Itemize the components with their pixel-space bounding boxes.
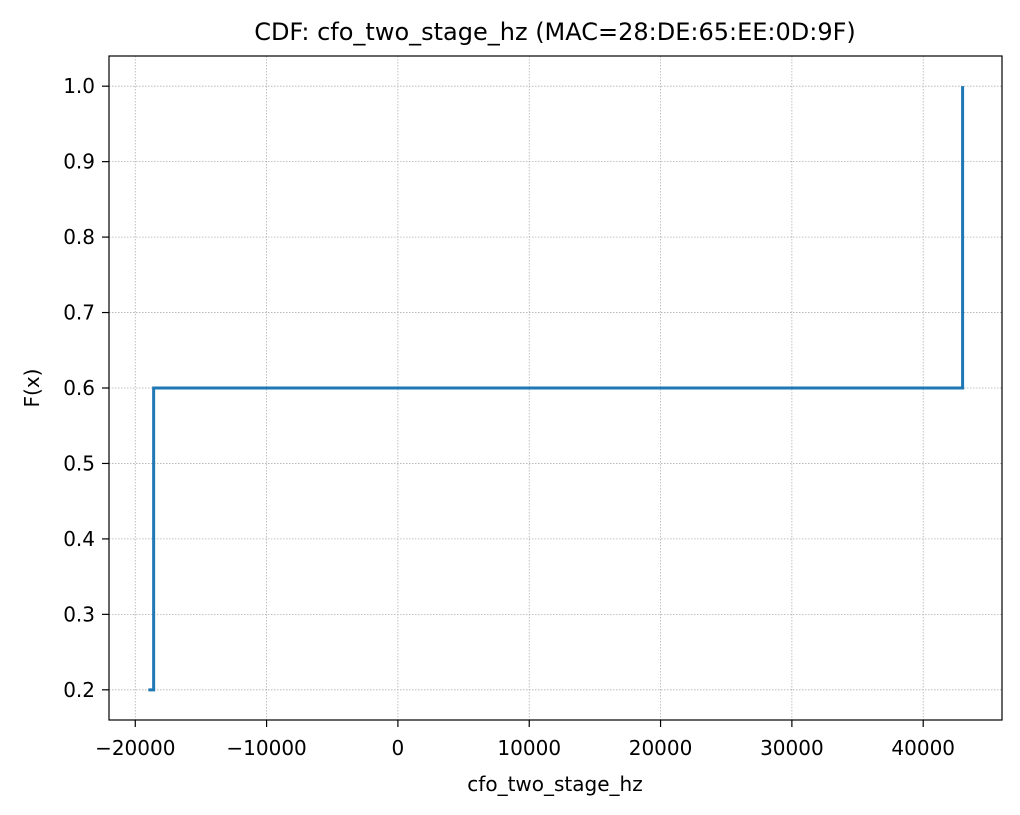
y-tick-label: 1.0 xyxy=(63,74,95,98)
chart-title: CDF: cfo_two_stage_hz (MAC=28:DE:65:EE:0… xyxy=(254,18,856,46)
x-tick-label: 10000 xyxy=(497,736,561,760)
y-tick-label: 0.6 xyxy=(63,376,95,400)
x-axis-label: cfo_two_stage_hz xyxy=(467,772,642,796)
x-tick-label: 0 xyxy=(392,736,405,760)
x-tick-label: 30000 xyxy=(760,736,824,760)
x-tick-label: −20000 xyxy=(95,736,175,760)
y-tick-label: 0.5 xyxy=(63,451,95,475)
x-tick-label: −10000 xyxy=(226,736,306,760)
y-tick-label: 0.9 xyxy=(63,150,95,174)
x-tick-label: 40000 xyxy=(891,736,955,760)
y-tick-label: 0.2 xyxy=(63,678,95,702)
y-axis-label: F(x) xyxy=(20,369,44,408)
x-axis: −20000 −10000 0 10000 20000 30000 40000 xyxy=(95,720,955,760)
y-tick-label: 0.3 xyxy=(63,602,95,626)
y-tick-label: 0.4 xyxy=(63,527,95,551)
y-axis: 0.2 0.3 0.4 0.5 0.6 0.7 0.8 0.9 1.0 xyxy=(63,74,109,702)
y-tick-label: 0.7 xyxy=(63,301,95,325)
cdf-series-line xyxy=(148,86,965,692)
series-layer xyxy=(148,86,965,692)
x-tick-label: 20000 xyxy=(629,736,693,760)
y-tick-label: 0.8 xyxy=(63,225,95,249)
